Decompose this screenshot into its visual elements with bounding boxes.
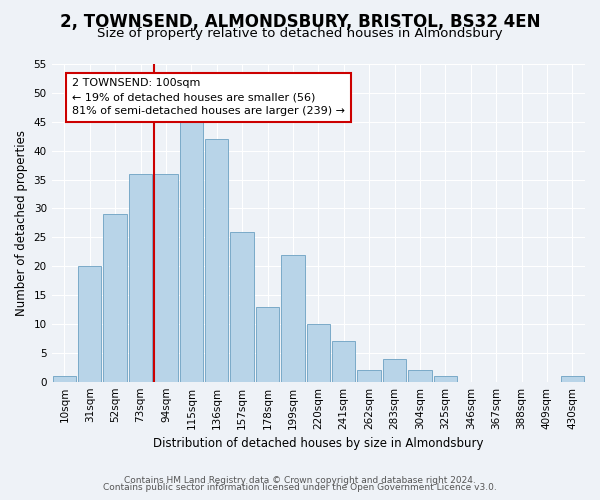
Bar <box>154 174 178 382</box>
Bar <box>256 306 279 382</box>
Bar <box>332 341 355 382</box>
Bar <box>205 139 229 382</box>
Bar <box>408 370 431 382</box>
Bar <box>129 174 152 382</box>
Bar <box>281 254 305 382</box>
X-axis label: Distribution of detached houses by size in Almondsbury: Distribution of detached houses by size … <box>153 437 484 450</box>
Bar <box>103 214 127 382</box>
Bar <box>78 266 101 382</box>
Bar <box>179 116 203 382</box>
Bar <box>434 376 457 382</box>
Text: 2 TOWNSEND: 100sqm
← 19% of detached houses are smaller (56)
81% of semi-detache: 2 TOWNSEND: 100sqm ← 19% of detached hou… <box>72 78 345 116</box>
Bar <box>230 232 254 382</box>
Bar <box>53 376 76 382</box>
Bar <box>560 376 584 382</box>
Y-axis label: Number of detached properties: Number of detached properties <box>15 130 28 316</box>
Text: Size of property relative to detached houses in Almondsbury: Size of property relative to detached ho… <box>97 28 503 40</box>
Text: Contains HM Land Registry data © Crown copyright and database right 2024.: Contains HM Land Registry data © Crown c… <box>124 476 476 485</box>
Text: Contains public sector information licensed under the Open Government Licence v3: Contains public sector information licen… <box>103 484 497 492</box>
Bar <box>383 358 406 382</box>
Bar <box>307 324 330 382</box>
Text: 2, TOWNSEND, ALMONDSBURY, BRISTOL, BS32 4EN: 2, TOWNSEND, ALMONDSBURY, BRISTOL, BS32 … <box>60 12 540 30</box>
Bar <box>358 370 381 382</box>
